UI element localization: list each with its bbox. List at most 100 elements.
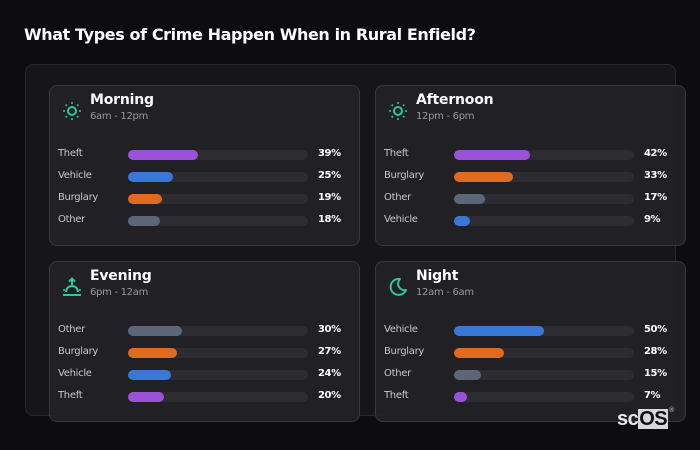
sun-icon [387, 100, 409, 122]
bar-label: Vehicle [384, 324, 418, 335]
card-morning: Morning 6am - 12pm Theft 39% Vehicle 25%… [49, 85, 360, 246]
bar-track [128, 370, 308, 380]
bar-track [454, 348, 634, 358]
bar-label: Other [58, 324, 85, 335]
bar-track [128, 150, 308, 160]
bar-fill-burglary [454, 172, 514, 182]
bar-label: Other [384, 368, 411, 379]
bar-track [454, 392, 634, 402]
bar-row-theft: Theft 39% [58, 147, 348, 169]
scos-logo: sc OS ® [617, 407, 674, 430]
bar-fill-vehicle [128, 172, 173, 182]
card-night: Night 12am - 6am Vehicle 50% Burglary 28… [375, 261, 686, 422]
bar-track [128, 194, 308, 204]
card-title: Evening [90, 268, 152, 284]
card-subtitle: 12am - 6am [416, 287, 474, 298]
bar-track [128, 326, 308, 336]
bar-list: Theft 42% Burglary 33% Other 17% [384, 147, 674, 235]
bar-label: Burglary [384, 346, 425, 357]
bar-track [454, 194, 634, 204]
bar-fill-other [128, 326, 182, 336]
bar-fill-theft [128, 392, 164, 402]
bar-fill-burglary [128, 348, 177, 358]
bar-label: Other [58, 214, 85, 225]
bar-value: 7% [644, 390, 661, 401]
bar-row-burglary: Burglary 27% [58, 345, 348, 367]
bar-track [454, 172, 634, 182]
bar-fill-burglary [454, 348, 505, 358]
bar-row-burglary: Burglary 28% [384, 345, 674, 367]
bar-track [454, 150, 634, 160]
bar-fill-other [454, 370, 481, 380]
bar-row-vehicle: Vehicle 50% [384, 323, 674, 345]
bar-label: Vehicle [58, 170, 92, 181]
moon-icon [387, 276, 409, 298]
bar-label: Theft [58, 390, 83, 401]
card-subtitle: 12pm - 6pm [416, 111, 475, 122]
bar-row-other: Other 17% [384, 191, 674, 213]
bar-value: 42% [644, 148, 667, 159]
bar-row-theft: Theft 42% [384, 147, 674, 169]
bar-row-vehicle: Vehicle 9% [384, 213, 674, 235]
bar-fill-vehicle [454, 326, 544, 336]
card-title: Afternoon [416, 92, 494, 108]
bar-track [128, 216, 308, 226]
bar-fill-other [128, 216, 161, 226]
sun-icon [61, 100, 83, 122]
bar-row-other: Other 15% [384, 367, 674, 389]
bar-value: 39% [318, 148, 341, 159]
bar-value: 33% [644, 170, 667, 181]
card-afternoon: Afternoon 12pm - 6pm Theft 42% Burglary … [375, 85, 686, 246]
bar-row-other: Other 18% [58, 213, 348, 235]
bar-label: Burglary [58, 192, 99, 203]
bar-label: Burglary [58, 346, 99, 357]
bar-label: Vehicle [58, 368, 92, 379]
bar-fill-theft [128, 150, 199, 160]
bar-row-other: Other 30% [58, 323, 348, 345]
page-title: What Types of Crime Happen When in Rural… [24, 25, 476, 44]
card-subtitle: 6pm - 12am [90, 287, 149, 298]
bar-track [128, 172, 308, 182]
bar-value: 18% [318, 214, 341, 225]
bar-value: 20% [318, 390, 341, 401]
bar-list: Other 30% Burglary 27% Vehicle 24% [58, 323, 348, 411]
bar-fill-theft [454, 150, 530, 160]
card-title: Night [416, 268, 459, 284]
bar-track [128, 348, 308, 358]
bar-label: Theft [384, 390, 409, 401]
bar-fill-theft [454, 392, 467, 402]
bar-value: 24% [318, 368, 341, 379]
bar-value: 27% [318, 346, 341, 357]
bar-track [454, 326, 634, 336]
bar-value: 17% [644, 192, 667, 203]
bar-row-vehicle: Vehicle 24% [58, 367, 348, 389]
bar-value: 50% [644, 324, 667, 335]
bar-label: Other [384, 192, 411, 203]
bar-label: Theft [58, 148, 83, 159]
card-evening: Evening 6pm - 12am Other 30% Burglary 27… [49, 261, 360, 422]
sunset-icon [61, 276, 83, 298]
bar-value: 30% [318, 324, 341, 335]
bar-fill-vehicle [454, 216, 471, 226]
bar-fill-other [454, 194, 485, 204]
bar-value: 19% [318, 192, 341, 203]
bar-track [454, 370, 634, 380]
bar-list: Vehicle 50% Burglary 28% Other 15% [384, 323, 674, 411]
bar-label: Burglary [384, 170, 425, 181]
bar-fill-burglary [128, 194, 163, 204]
bar-value: 28% [644, 346, 667, 357]
bar-value: 15% [644, 368, 667, 379]
bar-value: 9% [644, 214, 661, 225]
bar-label: Vehicle [384, 214, 418, 225]
bar-list: Theft 39% Vehicle 25% Burglary 19% [58, 147, 348, 235]
bar-value: 25% [318, 170, 341, 181]
bar-row-burglary: Burglary 19% [58, 191, 348, 213]
bar-row-theft: Theft 7% [384, 389, 674, 411]
bar-track [128, 392, 308, 402]
bar-track [454, 216, 634, 226]
bar-row-theft: Theft 20% [58, 389, 348, 411]
card-title: Morning [90, 92, 154, 108]
bar-row-vehicle: Vehicle 25% [58, 169, 348, 191]
bar-row-burglary: Burglary 33% [384, 169, 674, 191]
bar-fill-vehicle [128, 370, 172, 380]
